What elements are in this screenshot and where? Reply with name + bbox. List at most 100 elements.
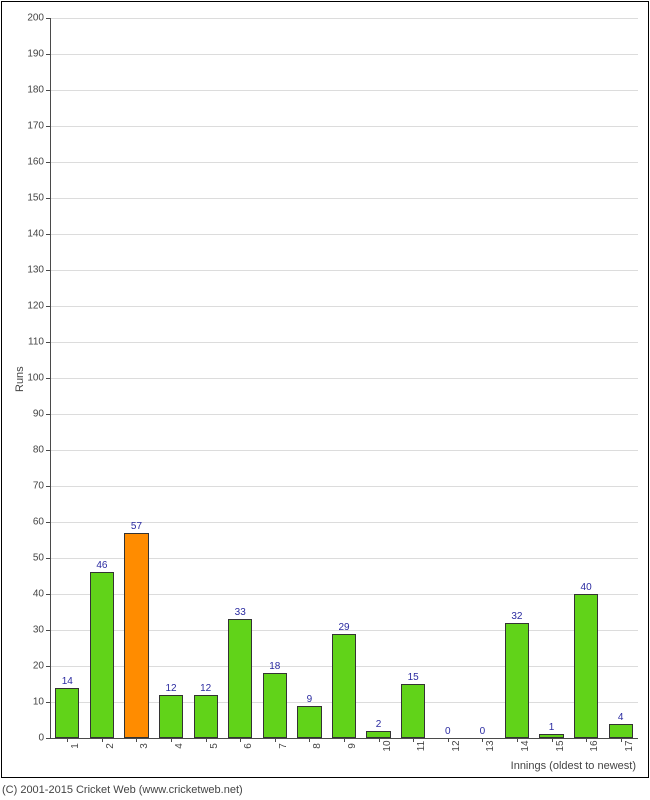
x-tick-label: 1 xyxy=(70,743,81,749)
x-tick-label: 16 xyxy=(589,740,600,751)
y-tick-label: 30 xyxy=(14,625,44,636)
y-tick-label: 180 xyxy=(14,85,44,96)
y-tick-label: 130 xyxy=(14,265,44,276)
x-tick-label: 2 xyxy=(105,743,116,749)
x-tick-mark xyxy=(552,738,553,742)
bar-value-label: 1 xyxy=(549,722,555,733)
bar-value-label: 18 xyxy=(269,661,280,672)
y-axis-line xyxy=(50,18,51,738)
x-tick-label: 7 xyxy=(278,743,289,749)
y-tick-label: 160 xyxy=(14,157,44,168)
gridline xyxy=(50,342,638,343)
gridline xyxy=(50,450,638,451)
x-tick-label: 11 xyxy=(416,741,427,751)
copyright-text: (C) 2001-2015 Cricket Web (www.cricketwe… xyxy=(2,784,243,796)
bar xyxy=(297,706,321,738)
gridline xyxy=(50,126,638,127)
bar xyxy=(263,673,287,738)
bar-value-label: 32 xyxy=(511,611,522,622)
x-tick-mark xyxy=(586,738,587,742)
y-tick-label: 150 xyxy=(14,193,44,204)
bar-value-label: 57 xyxy=(131,521,142,532)
gridline xyxy=(50,270,638,271)
gridline xyxy=(50,54,638,55)
y-tick-label: 120 xyxy=(14,301,44,312)
bar xyxy=(55,688,79,738)
y-tick-label: 190 xyxy=(14,49,44,60)
x-tick-label: 12 xyxy=(451,740,462,751)
y-tick-label: 170 xyxy=(14,121,44,132)
bar-value-label: 9 xyxy=(307,694,313,705)
y-tick-label: 10 xyxy=(14,697,44,708)
y-tick-label: 50 xyxy=(14,553,44,564)
x-tick-mark xyxy=(102,738,103,742)
bar xyxy=(505,623,529,738)
gridline xyxy=(50,378,638,379)
bar-value-label: 40 xyxy=(581,582,592,593)
bar-value-label: 14 xyxy=(62,676,73,687)
x-tick-mark xyxy=(240,738,241,742)
y-tick-label: 90 xyxy=(14,409,44,420)
x-tick-label: 5 xyxy=(209,743,220,749)
x-tick-mark xyxy=(171,738,172,742)
x-tick-label: 10 xyxy=(382,740,393,751)
x-tick-mark xyxy=(344,738,345,742)
y-tick-label: 140 xyxy=(14,229,44,240)
y-tick-label: 110 xyxy=(14,337,44,348)
x-tick-label: 6 xyxy=(243,743,254,749)
bar xyxy=(574,594,598,738)
x-tick-label: 17 xyxy=(624,740,635,751)
bar-value-label: 2 xyxy=(376,719,382,730)
bar-value-label: 12 xyxy=(165,683,176,694)
x-tick-label: 15 xyxy=(555,740,566,751)
y-tick-label: 20 xyxy=(14,661,44,672)
x-tick-mark xyxy=(482,738,483,742)
x-tick-mark xyxy=(517,738,518,742)
y-tick-label: 40 xyxy=(14,589,44,600)
x-tick-mark xyxy=(621,738,622,742)
bar-value-label: 33 xyxy=(235,607,246,618)
bar-value-label: 29 xyxy=(338,622,349,633)
x-tick-mark xyxy=(136,738,137,742)
x-tick-label: 4 xyxy=(174,743,185,749)
gridline xyxy=(50,198,638,199)
bar xyxy=(194,695,218,738)
chart-container: 1446571212331892921500321404 Runs Inning… xyxy=(0,0,650,800)
bar-value-label: 46 xyxy=(96,560,107,571)
bar xyxy=(124,533,148,738)
bar xyxy=(159,695,183,738)
bar xyxy=(90,572,114,738)
x-tick-label: 13 xyxy=(485,740,496,751)
bar-value-label: 0 xyxy=(480,726,486,737)
gridline xyxy=(50,234,638,235)
bar xyxy=(366,731,390,738)
x-tick-label: 9 xyxy=(347,743,358,749)
plot-area: 1446571212331892921500321404 xyxy=(50,18,638,738)
bar xyxy=(609,724,633,738)
gridline xyxy=(50,414,638,415)
bar-value-label: 4 xyxy=(618,712,624,723)
bar-value-label: 0 xyxy=(445,726,451,737)
x-axis-title: Innings (oldest to newest) xyxy=(511,760,636,772)
bar xyxy=(332,634,356,738)
gridline xyxy=(50,486,638,487)
x-tick-mark xyxy=(206,738,207,742)
x-tick-label: 8 xyxy=(312,743,323,749)
y-tick-label: 200 xyxy=(14,13,44,24)
x-tick-mark xyxy=(448,738,449,742)
y-tick-label: 100 xyxy=(14,373,44,384)
y-tick-label: 80 xyxy=(14,445,44,456)
gridline xyxy=(50,306,638,307)
x-tick-mark xyxy=(413,738,414,742)
x-tick-mark xyxy=(309,738,310,742)
x-tick-mark xyxy=(67,738,68,742)
gridline xyxy=(50,162,638,163)
x-tick-label: 14 xyxy=(520,740,531,751)
gridline xyxy=(50,90,638,91)
x-tick-mark xyxy=(379,738,380,742)
gridline xyxy=(50,18,638,19)
bar xyxy=(401,684,425,738)
x-tick-label: 3 xyxy=(139,743,150,749)
bar xyxy=(228,619,252,738)
y-tick-label: 0 xyxy=(14,733,44,744)
